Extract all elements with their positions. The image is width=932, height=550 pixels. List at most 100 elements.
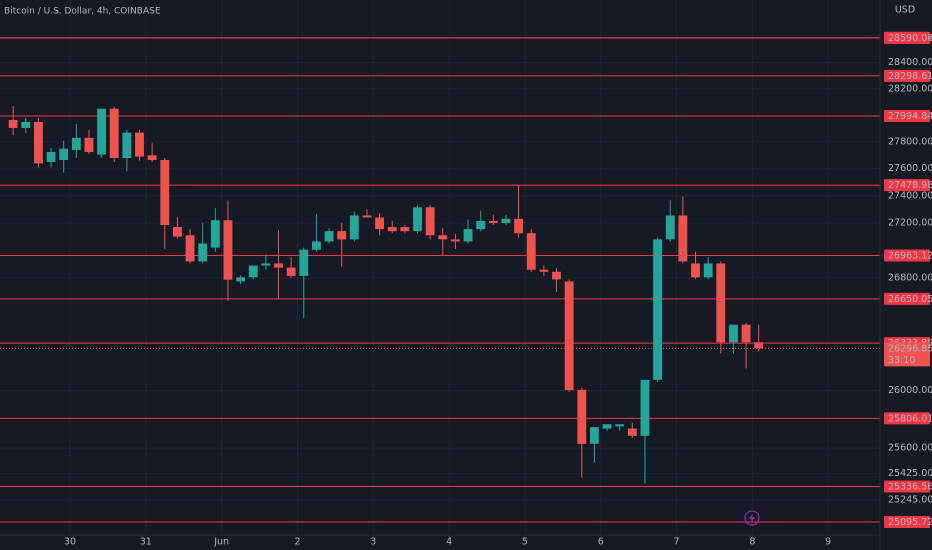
candle-body xyxy=(46,151,56,163)
level-label-box xyxy=(884,515,930,528)
level-label: 27994.84 xyxy=(888,111,932,122)
level-label-box xyxy=(884,179,930,192)
x-tick-label: 7 xyxy=(674,537,680,548)
candle-body xyxy=(476,220,486,230)
candle-body xyxy=(299,249,309,276)
candle-body xyxy=(261,263,271,266)
x-tick-label: 4 xyxy=(446,537,452,548)
candle-body xyxy=(615,424,625,427)
candle-body xyxy=(362,215,372,218)
level-label-box xyxy=(884,109,930,122)
level-label: 25336.56 xyxy=(888,482,932,493)
y-tick-label: 28200.00 xyxy=(888,83,932,94)
candle-body xyxy=(324,231,334,242)
candle-body xyxy=(501,218,511,223)
x-tick-label: 9 xyxy=(825,537,831,548)
candle-body xyxy=(286,267,296,276)
y-tick-label: 27600.00 xyxy=(888,163,932,174)
x-tick-label: 5 xyxy=(522,537,528,548)
x-tick-label: 2 xyxy=(294,537,300,548)
x-tick-label: 8 xyxy=(749,537,755,548)
countdown-label: 33:10 xyxy=(888,355,915,366)
candle-body xyxy=(84,137,94,152)
candle-body xyxy=(387,227,397,232)
candle-body xyxy=(109,108,119,158)
y-tick-label: 25425.00 xyxy=(888,468,932,479)
level-label: 28298.61 xyxy=(888,71,932,82)
x-tick-label: Jun xyxy=(213,537,229,548)
x-tick-label: 30 xyxy=(64,537,76,548)
candle-body xyxy=(716,263,726,343)
icon-circle xyxy=(744,510,760,526)
level-label: 25806.01 xyxy=(888,413,932,424)
candle-body xyxy=(337,231,347,240)
replay-icon[interactable] xyxy=(744,510,760,526)
candle-body xyxy=(311,241,321,250)
candle-body xyxy=(754,342,764,349)
candle-body xyxy=(375,217,385,230)
levels-layer xyxy=(0,37,880,523)
candle-body xyxy=(97,108,107,155)
level-label-box xyxy=(884,412,930,425)
currency-label: USD xyxy=(895,5,915,16)
last-price-label: 26296.85 xyxy=(888,343,932,354)
y-tick-label: 27800.00 xyxy=(888,136,932,147)
icon-bolt xyxy=(749,513,755,523)
candle-body xyxy=(59,148,69,161)
candle-body xyxy=(665,215,675,240)
candle-body xyxy=(728,324,738,343)
candle-body xyxy=(71,137,81,150)
candle-body xyxy=(691,263,700,278)
candle-body xyxy=(703,263,713,278)
x-tick-label: 3 xyxy=(370,537,376,548)
candle-body xyxy=(678,215,688,262)
candle-body xyxy=(413,207,422,232)
candle-body xyxy=(741,324,751,343)
candle-body xyxy=(33,121,43,164)
candle-body xyxy=(539,269,549,272)
candle-body xyxy=(198,243,208,262)
y-tick-label: 26800.00 xyxy=(888,272,932,283)
y-tick-label: 27200.00 xyxy=(888,217,932,228)
grid-layer xyxy=(0,0,880,535)
x-tick-label: 6 xyxy=(598,537,604,548)
candle-body xyxy=(577,389,587,444)
candle-body xyxy=(564,281,574,391)
candle-body xyxy=(514,218,524,234)
last-price-box xyxy=(884,342,930,367)
level-label-box xyxy=(884,292,930,305)
candle-body xyxy=(552,271,561,280)
candle-body xyxy=(488,220,498,223)
level-label-box xyxy=(884,480,930,493)
candle-body xyxy=(248,265,258,278)
candle-body xyxy=(627,428,637,436)
level-label: 25095.72 xyxy=(888,517,932,528)
candle-body xyxy=(236,277,246,282)
candle-body xyxy=(589,427,599,444)
candle-body xyxy=(223,220,233,280)
candle-body xyxy=(425,207,435,236)
chart-title: Bitcoin / U.S. Dollar, 4h, COINBASE xyxy=(4,7,161,17)
y-tick-label: 27400.00 xyxy=(888,190,932,201)
candle-body xyxy=(135,132,144,157)
candle-body xyxy=(438,235,448,240)
candle-body xyxy=(8,119,18,128)
candle-body xyxy=(526,233,536,270)
price-axis xyxy=(880,0,932,550)
candle-body xyxy=(185,235,195,262)
level-label: 26650.05 xyxy=(888,294,932,305)
candle-body xyxy=(653,239,663,380)
candle-body xyxy=(160,160,170,226)
level-label-box xyxy=(884,31,930,44)
candle-body xyxy=(274,263,283,268)
candle-body xyxy=(450,239,460,242)
x-tick-label: 31 xyxy=(140,537,152,548)
level-label: 27478.98 xyxy=(888,180,932,191)
level-label-box xyxy=(884,249,930,262)
candle-body xyxy=(210,220,220,248)
axis-layer: 28400.00 28200.00 27800.00 27600.00 27400.00… xyxy=(64,31,932,548)
candle-body xyxy=(602,424,612,429)
